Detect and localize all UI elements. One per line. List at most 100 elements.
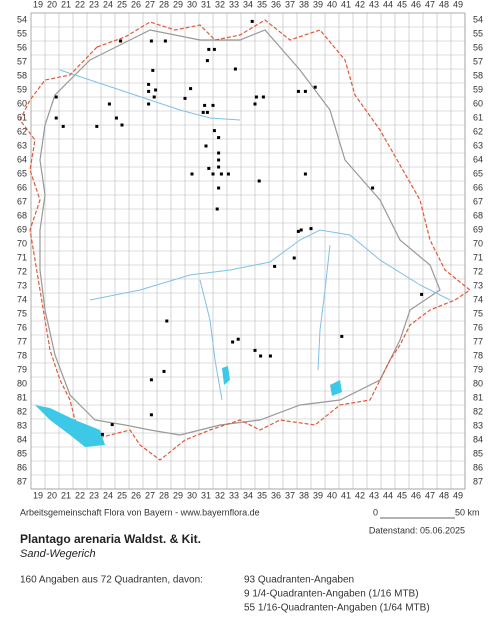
col-label: 35	[257, 0, 267, 9]
col-label: 42	[355, 490, 365, 500]
col-label: 37	[285, 490, 295, 500]
record-dot	[231, 340, 235, 344]
col-label: 33	[229, 0, 239, 9]
row-label: 82	[17, 406, 27, 416]
row-label: 61	[473, 112, 483, 122]
col-label: 25	[117, 490, 127, 500]
summary-line: 55 1/16-Quadranten-Angaben (1/64 MTB)	[244, 603, 430, 614]
col-label: 30	[187, 0, 197, 9]
row-label: 73	[473, 280, 483, 290]
record-dot	[54, 116, 58, 120]
summary-line: 93 Quadranten-Angaben	[244, 575, 354, 586]
col-label: 45	[397, 0, 407, 9]
record-dot	[152, 95, 156, 99]
col-label: 31	[201, 490, 211, 500]
row-label: 86	[473, 462, 483, 472]
col-label: 43	[369, 490, 379, 500]
row-label: 70	[17, 238, 27, 248]
row-label: 60	[17, 98, 27, 108]
row-label: 74	[17, 294, 27, 304]
row-label: 86	[17, 462, 27, 472]
grid-frame	[30, 12, 466, 490]
col-label: 23	[89, 0, 99, 9]
row-label: 85	[473, 448, 483, 458]
row-label: 57	[17, 56, 27, 66]
col-label: 34	[243, 0, 253, 9]
row-label: 65	[17, 168, 27, 178]
row-label: 78	[473, 350, 483, 360]
record-dot	[154, 88, 158, 92]
lake	[330, 380, 342, 396]
col-label: 40	[327, 0, 337, 9]
record-dot	[189, 87, 193, 91]
record-dot	[114, 116, 118, 120]
col-label: 31	[201, 0, 211, 9]
row-label: 77	[17, 336, 27, 346]
summary-line: 9 1/4-Quadranten-Angaben (1/16 MTB)	[244, 589, 419, 600]
record-dot	[273, 264, 277, 268]
row-label: 70	[473, 238, 483, 248]
date: Datenstand: 05.06.2025	[369, 525, 465, 535]
col-label: 38	[299, 490, 309, 500]
record-dot	[147, 89, 151, 93]
col-label: 29	[173, 0, 183, 9]
row-label: 58	[473, 70, 483, 80]
row-label: 81	[17, 392, 27, 402]
col-label: 36	[271, 0, 281, 9]
row-label: 66	[17, 182, 27, 192]
col-label: 45	[397, 490, 407, 500]
col-label: 40	[327, 490, 337, 500]
col-label: 43	[369, 0, 379, 9]
record-dot	[204, 144, 208, 148]
row-label: 58	[17, 70, 27, 80]
row-label: 84	[473, 434, 483, 444]
record-dot	[165, 319, 169, 323]
record-dot	[217, 186, 221, 190]
row-label: 79	[17, 364, 27, 374]
col-label: 39	[313, 0, 323, 9]
row-label: 80	[17, 378, 27, 388]
region-outline	[19, 19, 472, 461]
col-label: 41	[341, 0, 351, 9]
row-label: 61	[17, 112, 27, 122]
record-dot	[149, 39, 153, 43]
col-label: 49	[453, 0, 463, 9]
record-dot	[212, 47, 216, 51]
record-dot	[420, 292, 424, 296]
col-label: 44	[383, 490, 393, 500]
record-dot	[100, 432, 104, 436]
row-label: 67	[17, 196, 27, 206]
col-label: 49	[453, 490, 463, 500]
row-label: 79	[473, 364, 483, 374]
record-dot	[207, 47, 211, 51]
record-dot	[299, 228, 303, 232]
record-dot	[254, 95, 258, 99]
row-label: 64	[473, 154, 483, 164]
scale-end: 50 km	[455, 507, 480, 517]
col-label: 21	[61, 0, 71, 9]
row-label: 81	[473, 392, 483, 402]
row-label: 77	[473, 336, 483, 346]
record-dot	[215, 207, 219, 211]
col-label: 26	[131, 490, 141, 500]
col-label: 20	[47, 490, 57, 500]
col-label: 24	[103, 0, 113, 9]
row-label: 84	[17, 434, 27, 444]
row-label: 59	[17, 84, 27, 94]
col-label: 21	[61, 490, 71, 500]
col-label: 37	[285, 0, 295, 9]
record-dot	[95, 124, 99, 128]
record-dot	[162, 369, 166, 373]
row-label: 69	[17, 224, 27, 234]
row-label: 54	[473, 14, 483, 24]
row-label: 73	[17, 280, 27, 290]
record-dot	[217, 136, 221, 140]
record-dot	[120, 123, 124, 127]
record-dot	[233, 67, 237, 71]
record-dot	[226, 172, 230, 176]
lake	[35, 405, 105, 447]
common-name: Sand-Wegerich	[20, 548, 96, 560]
row-label: 59	[473, 84, 483, 94]
